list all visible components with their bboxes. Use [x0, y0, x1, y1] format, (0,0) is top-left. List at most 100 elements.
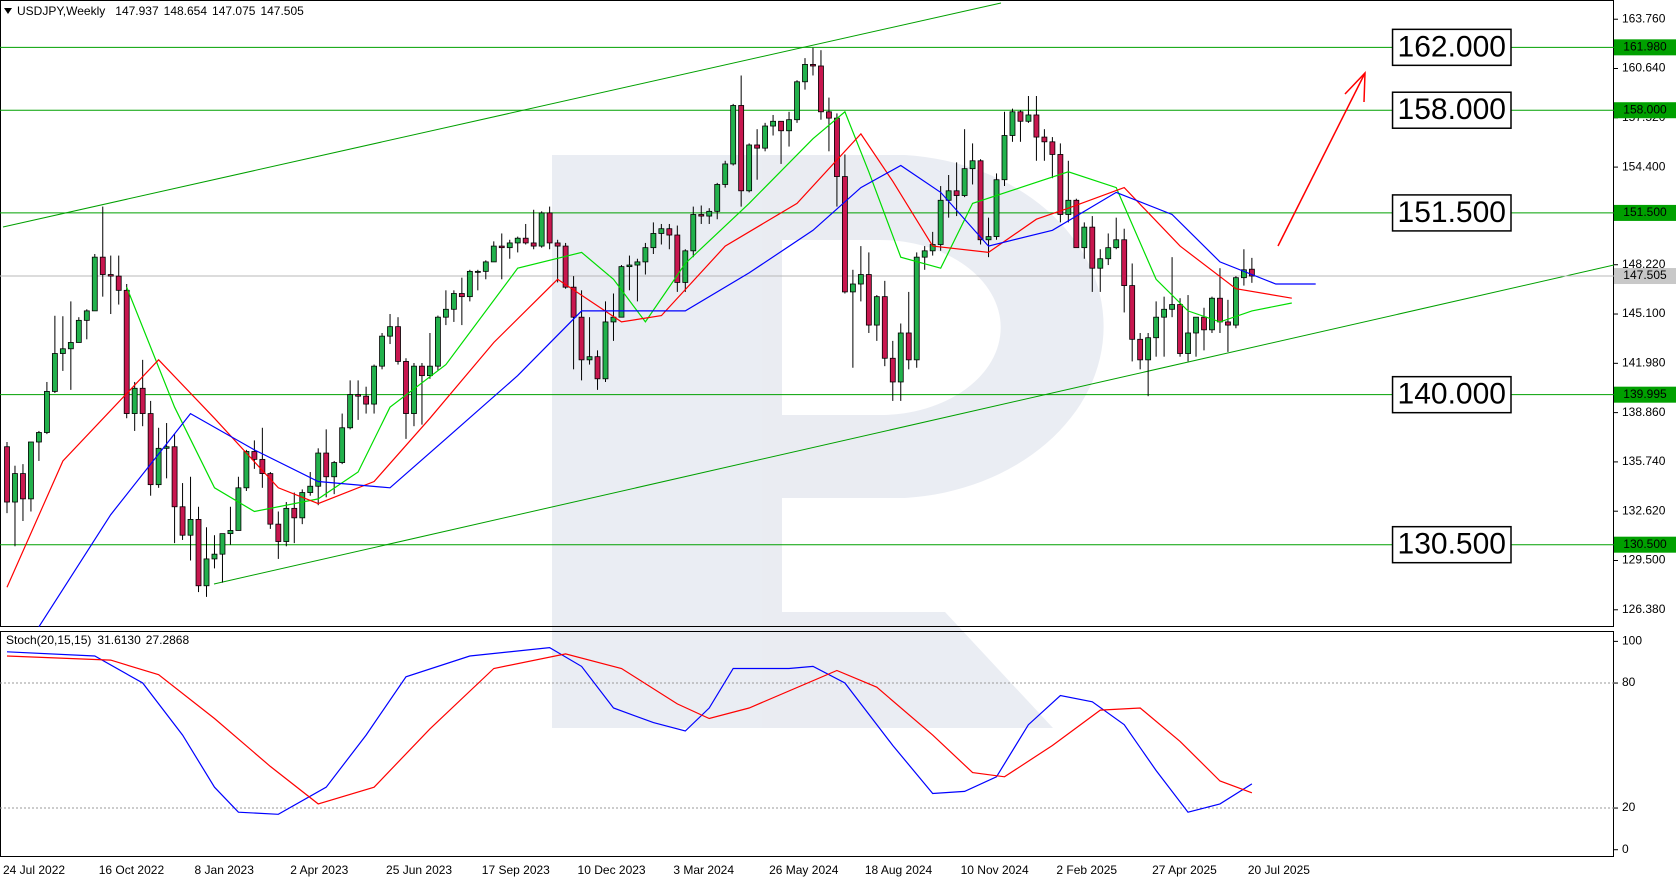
candle-body: [650, 233, 657, 249]
symbol: USDJPY,Weekly: [17, 4, 105, 18]
y-tick-label: 20: [1622, 800, 1636, 814]
candle-body: [458, 293, 465, 298]
candle-body: [450, 293, 457, 310]
level-price-label: 139.995: [1623, 387, 1667, 401]
candle-body: [546, 212, 553, 244]
candle-body: [522, 237, 529, 244]
candle-body: [897, 332, 904, 383]
level-price-label: 161.980: [1623, 40, 1667, 54]
annotation-box: [1391, 28, 1512, 67]
annotation-box: [1391, 525, 1512, 564]
line-series: [126, 110, 1292, 513]
candle-body: [594, 356, 601, 380]
indicator-header: Stoch(20,15,15) 31.6130 27.2868: [6, 633, 189, 647]
x-tick-label: 3 Mar 2024: [673, 863, 734, 877]
candle-body: [674, 234, 681, 283]
candle-body: [427, 365, 433, 377]
x-tick-label: 25 Jun 2023: [386, 863, 452, 877]
annotation-box: [1391, 194, 1512, 232]
candle-body: [291, 507, 298, 519]
candle-body: [99, 256, 106, 275]
indicator-readout: 27.2868: [146, 633, 190, 647]
candle-body: [4, 446, 10, 503]
candle-body: [865, 274, 872, 326]
candle-body: [315, 452, 322, 487]
candle-body: [754, 144, 761, 149]
candle-body: [1017, 111, 1024, 122]
candle-body: [36, 432, 42, 443]
candle-body: [235, 487, 242, 531]
y-tick-label: 148.220: [1622, 257, 1666, 271]
candle-body: [913, 256, 920, 361]
candle-body: [961, 168, 968, 196]
candle-body: [323, 452, 330, 478]
candle-body: [722, 163, 729, 185]
y-tick-label: 154.400: [1622, 159, 1666, 173]
candle-body: [778, 120, 784, 132]
candle-body: [59, 348, 66, 354]
candle-body: [211, 553, 218, 560]
x-tick-label: 2 Feb 2025: [1056, 863, 1117, 877]
candle-body: [442, 308, 449, 318]
candle-body: [602, 321, 609, 380]
candle-body: [147, 413, 154, 486]
candle-body: [818, 65, 824, 113]
candle-body: [1241, 269, 1247, 279]
candle-body: [538, 212, 545, 247]
candle-body: [730, 105, 737, 165]
x-tick-label: 10 Nov 2024: [961, 863, 1029, 877]
candle-body: [929, 244, 936, 252]
line-series: [6, 653, 1253, 805]
candle-body: [107, 274, 114, 277]
candle-body: [51, 353, 58, 392]
y-tick-label: 160.640: [1622, 61, 1666, 75]
level-price-label: 130.500: [1623, 537, 1667, 551]
candle-body: [1177, 304, 1183, 354]
candle-body: [371, 365, 377, 405]
candle-body: [714, 184, 721, 212]
candle-body: [83, 310, 90, 321]
candle-body: [123, 289, 130, 414]
candle-body: [666, 228, 673, 236]
y-tick-label: 163.760: [1622, 11, 1666, 25]
current-price-box: [1614, 268, 1676, 285]
candle-body: [1225, 321, 1231, 326]
candle-body: [67, 342, 74, 350]
level-price-box: [1614, 536, 1676, 553]
candle-body: [1217, 297, 1223, 323]
level-price-box: [1614, 39, 1676, 56]
y-tick-label: 129.500: [1622, 553, 1666, 567]
candle-body: [1113, 239, 1120, 249]
candle-body: [1121, 239, 1128, 286]
candle-body: [1248, 268, 1255, 277]
candle-body: [91, 256, 98, 312]
candle-body: [44, 391, 50, 433]
candle-body: [435, 316, 441, 367]
candle-body: [881, 296, 888, 359]
candle-body: [937, 199, 944, 245]
candle-body: [1137, 338, 1144, 361]
candle-body: [139, 387, 146, 414]
candle-body: [379, 335, 385, 367]
y-tick-label: 145.100: [1622, 306, 1666, 320]
y-tick-label: 80: [1622, 675, 1636, 689]
candle-body: [794, 81, 800, 121]
candle-body: [1089, 226, 1096, 269]
candle-body: [570, 286, 577, 318]
candle-body: [498, 245, 505, 249]
y-tick-label: 100: [1622, 634, 1642, 648]
candle-body: [419, 365, 425, 377]
level-annotation: 162.000: [1398, 30, 1506, 63]
low-readout: 147.075: [212, 4, 256, 18]
candle-body: [347, 394, 354, 429]
open-readout: 147.937: [115, 4, 159, 18]
candle-body: [28, 441, 34, 500]
x-tick-label: 17 Sep 2023: [482, 863, 550, 877]
candle-body: [187, 519, 194, 536]
candle-body: [131, 387, 138, 414]
level-annotation: 158.000: [1398, 93, 1506, 126]
indicator-frame: [0, 631, 1614, 857]
x-tick-label: 10 Dec 2023: [578, 863, 646, 877]
level-annotation: 151.500: [1398, 196, 1506, 229]
annotation-box: [1391, 91, 1512, 129]
